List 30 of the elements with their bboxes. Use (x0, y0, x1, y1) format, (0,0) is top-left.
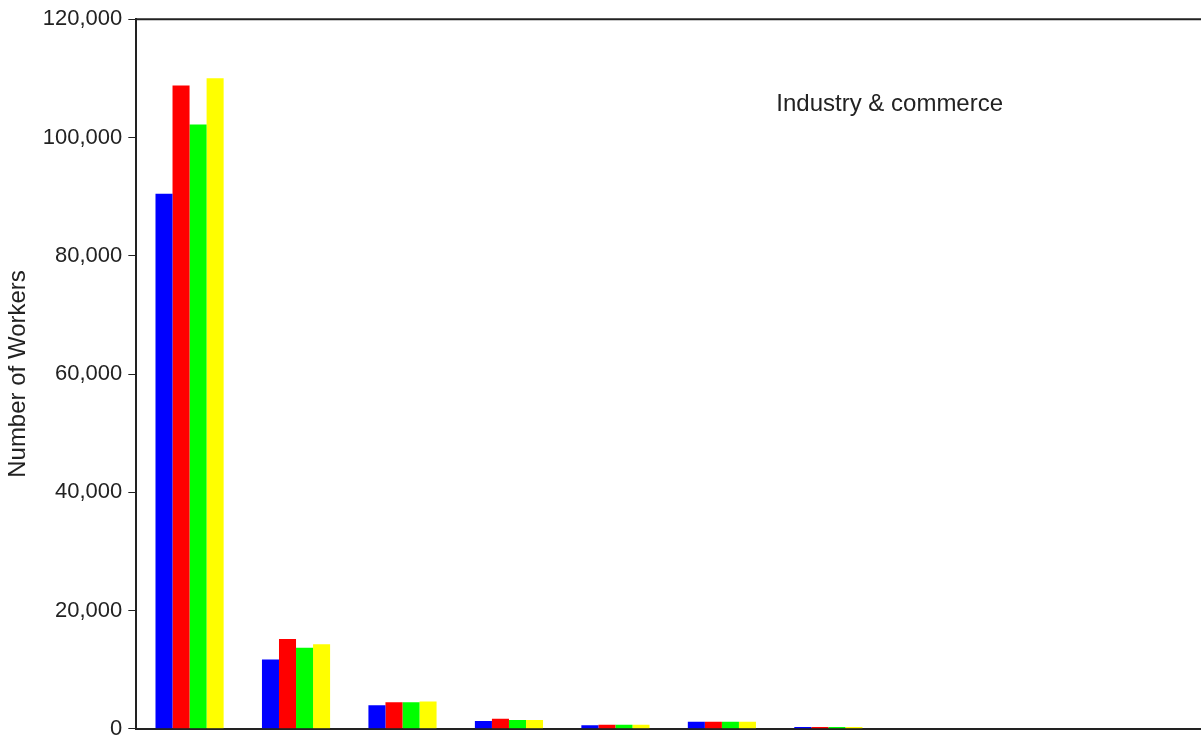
bar (721, 721, 739, 729)
y-tick-label: 0 (110, 714, 123, 740)
y-axis-title: Number of Workers (3, 270, 31, 478)
bar (419, 701, 437, 729)
bar (172, 85, 190, 729)
y-tick-label: 20,000 (55, 596, 123, 622)
bar (296, 647, 314, 729)
bar (155, 193, 173, 729)
bar (704, 721, 722, 729)
bar (368, 705, 386, 729)
bar (491, 718, 509, 729)
y-tick-label: 60,000 (55, 360, 123, 386)
y-tick-label: 40,000 (55, 478, 123, 504)
bar (402, 702, 420, 729)
bar (526, 719, 544, 729)
bar (189, 124, 207, 729)
bar (206, 78, 224, 729)
bar (385, 702, 403, 729)
bar (474, 721, 492, 729)
bar (581, 725, 599, 729)
bar (278, 638, 297, 729)
y-tick-label: 120,000 (42, 5, 123, 31)
bar (508, 719, 526, 729)
bar (738, 721, 756, 729)
y-tick-label: 80,000 (55, 241, 123, 267)
annotation: Industry & commerce (776, 88, 1004, 116)
bar (261, 659, 279, 729)
y-tick-label: 100,000 (42, 123, 123, 149)
bar (313, 644, 331, 729)
bar (687, 721, 705, 729)
